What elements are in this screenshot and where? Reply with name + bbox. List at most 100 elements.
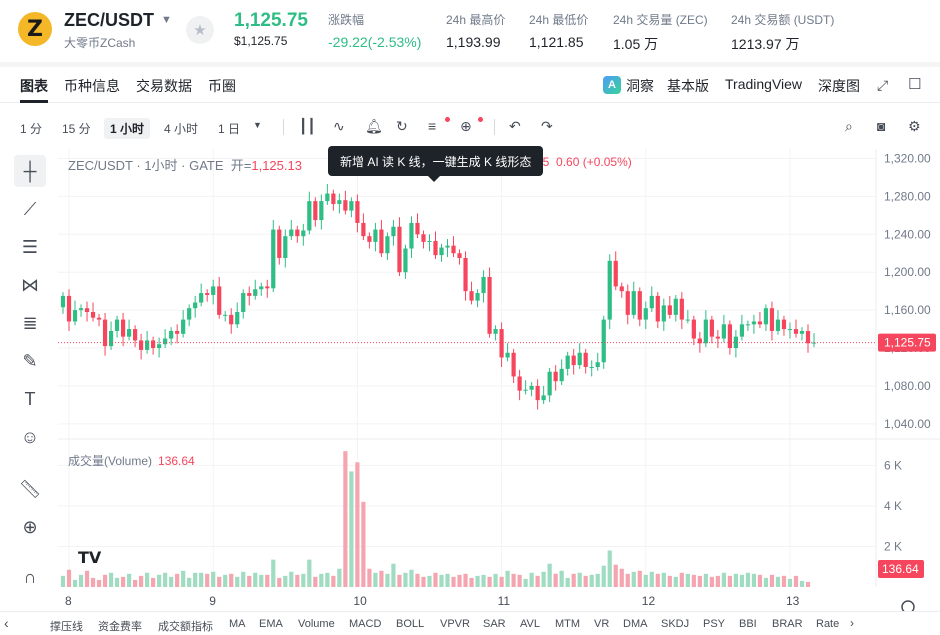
magnet-icon[interactable]: ∩ (23, 566, 37, 587)
candle-body (193, 302, 198, 309)
volume-bar (637, 570, 642, 587)
candle-body (96, 317, 102, 320)
candle-body (769, 308, 775, 331)
add-plus-icon[interactable]: ⊕ (460, 118, 472, 134)
indicator-item[interactable]: 成交额指标 (158, 621, 213, 633)
zoom-in-icon[interactable]: ⊕ (22, 516, 38, 537)
timeframe-1m[interactable]: 1 分 (20, 122, 43, 136)
candle-body (691, 319, 696, 339)
timeframe-1h[interactable]: 1 小时 (104, 118, 151, 139)
horizontal-lines-icon[interactable]: ☰ (21, 236, 39, 257)
pattern-icon[interactable]: ⋈ (21, 274, 39, 295)
volume-bar (379, 570, 384, 587)
volume-bar (493, 573, 498, 587)
timeframe-4h[interactable]: 4 小时 (164, 122, 199, 136)
volume-bar (283, 575, 288, 587)
brush-icon[interactable]: ✎ (22, 350, 38, 371)
indicator-item[interactable]: VPVR (440, 618, 470, 630)
crosshair-icon[interactable]: ┼ (14, 155, 46, 187)
candle-body (451, 245, 456, 254)
ruler-icon[interactable]: 📏︎ (18, 478, 42, 499)
tab-chart[interactable]: 图表 (20, 78, 48, 103)
candle-body (511, 352, 516, 377)
indicator-item[interactable]: AVL (520, 618, 540, 630)
undo-icon[interactable]: ↶ (509, 118, 521, 134)
kline-chart[interactable]: 1,320.00 1,280.00 1,240.00 1,200.00 1,160.00… (58, 146, 940, 635)
fib-retracement-icon[interactable]: ≣ (22, 312, 38, 333)
timeframe-dropdown-icon[interactable]: ▼ (253, 120, 262, 130)
chevron-left-icon[interactable]: ‹ (4, 615, 9, 631)
expand-icon[interactable]: ⤢ (877, 77, 889, 93)
candle-body (361, 222, 366, 237)
indicator-item[interactable]: 资金费率 (98, 621, 142, 633)
insight-icon[interactable]: A (603, 76, 621, 94)
volume-bar (295, 574, 300, 587)
trend-line-icon[interactable]: ⟋ (23, 198, 37, 219)
tab-coin-info[interactable]: 币种信息 (64, 78, 120, 94)
tab-trading-data[interactable]: 交易数据 (136, 78, 192, 94)
candle-type-icon[interactable]: ┃┃ (299, 118, 316, 134)
ai-pattern-icon[interactable]: ≡ (428, 118, 437, 134)
indicator-item[interactable]: SAR (483, 618, 506, 630)
candle-body (787, 329, 793, 331)
alert-bell-icon[interactable]: 🔔︎ (365, 118, 383, 134)
settings-gear-icon[interactable]: ⚙ (908, 118, 921, 134)
candle-body (745, 324, 751, 326)
volume-bar (247, 575, 252, 587)
candle-body (763, 308, 769, 325)
timeframe-15m[interactable]: 15 分 (62, 122, 91, 136)
volume-bar (163, 572, 168, 587)
chart-panel: 图表 币种信息 交易数据 币圈 A 洞察 基本版 TradingView 深度图… (0, 67, 940, 635)
indicator-item[interactable]: SKDJ (661, 618, 690, 630)
camera-icon[interactable]: ◙ (877, 118, 886, 134)
indicator-item[interactable]: MTM (555, 618, 581, 630)
volume-bar (445, 573, 450, 587)
refresh-icon[interactable]: ↻ (396, 118, 408, 134)
indicator-item[interactable]: VR (594, 618, 610, 630)
candle-body (337, 200, 342, 204)
indicator-item[interactable]: BOLL (396, 618, 425, 630)
indicator-item[interactable]: MACD (349, 618, 382, 630)
indicators-icon[interactable]: ∿ (333, 118, 345, 134)
candle-body (751, 321, 757, 325)
volume-bar (349, 471, 354, 587)
indicator-item[interactable]: 撑压线 (50, 621, 83, 633)
chevron-right-icon[interactable]: › (850, 616, 854, 630)
volume-bar (175, 573, 180, 587)
candle-body (145, 340, 150, 350)
timeframe-1d[interactable]: 1 日 (218, 122, 241, 136)
emoji-icon[interactable]: ☺ (20, 426, 40, 447)
indicator-item[interactable]: PSY (703, 618, 726, 630)
candle-body (265, 286, 270, 289)
favorite-star-icon[interactable]: ★ (186, 16, 214, 44)
tab-depth[interactable]: 深度图 (818, 78, 860, 94)
indicator-item[interactable]: BBI (739, 618, 757, 630)
indicator-item[interactable]: EMA (259, 618, 283, 630)
indicator-item[interactable]: MA (229, 618, 246, 630)
tab-basic[interactable]: 基本版 (667, 78, 709, 94)
search-icon[interactable]: ⌕ (845, 118, 853, 134)
candle-body (709, 319, 714, 337)
indicator-item[interactable]: DMA (623, 618, 648, 630)
volume-bar (457, 574, 462, 587)
candle-body (523, 389, 528, 391)
volume-bar (721, 572, 726, 587)
candle-body (187, 308, 192, 320)
volume-bar (739, 574, 745, 587)
volume-bar (619, 568, 624, 587)
pair-symbol[interactable]: ZEC/USDT (64, 10, 154, 30)
indicator-item[interactable]: Volume (298, 618, 335, 630)
price-axis-label: 1,280.00 (884, 189, 931, 203)
tab-square[interactable]: 币圈 (208, 78, 236, 94)
volume-bar (102, 574, 108, 587)
candle-body (799, 330, 805, 334)
indicator-item[interactable]: BRAR (772, 618, 803, 630)
window-icon[interactable]: ☐ (908, 76, 922, 93)
pair-dropdown-icon[interactable]: ▼ (161, 14, 172, 26)
tab-insight[interactable]: 洞察 (626, 78, 654, 94)
price-volume-chart[interactable]: 1,320.00 1,280.00 1,240.00 1,200.00 1,160.00… (58, 149, 940, 611)
redo-icon[interactable]: ↷ (541, 118, 553, 134)
tab-tradingview[interactable]: TradingView (725, 76, 803, 92)
indicator-item[interactable]: Rate (816, 618, 840, 630)
text-tool-icon[interactable]: T (24, 388, 36, 409)
